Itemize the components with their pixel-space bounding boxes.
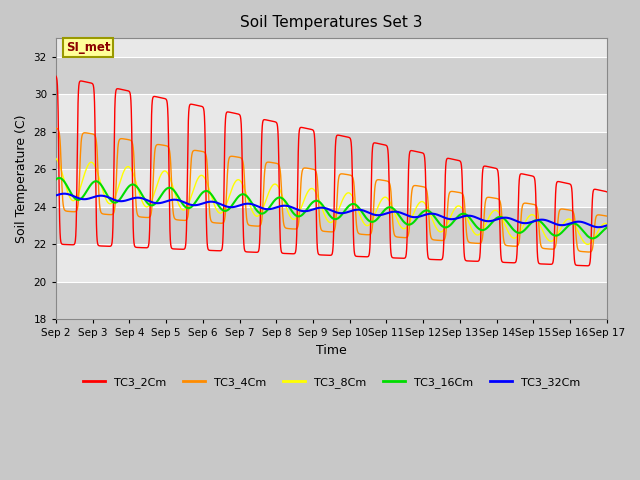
Bar bbox=[56, 282, 607, 319]
X-axis label: Time: Time bbox=[316, 344, 347, 357]
Legend: TC3_2Cm, TC3_4Cm, TC3_8Cm, TC3_16Cm, TC3_32Cm: TC3_2Cm, TC3_4Cm, TC3_8Cm, TC3_16Cm, TC3… bbox=[78, 372, 584, 392]
Title: Soil Temperatures Set 3: Soil Temperatures Set 3 bbox=[240, 15, 422, 30]
Bar bbox=[56, 132, 607, 169]
Y-axis label: Soil Temperature (C): Soil Temperature (C) bbox=[15, 114, 28, 243]
Text: SI_met: SI_met bbox=[66, 41, 110, 54]
Bar bbox=[56, 57, 607, 94]
Bar bbox=[56, 207, 607, 244]
